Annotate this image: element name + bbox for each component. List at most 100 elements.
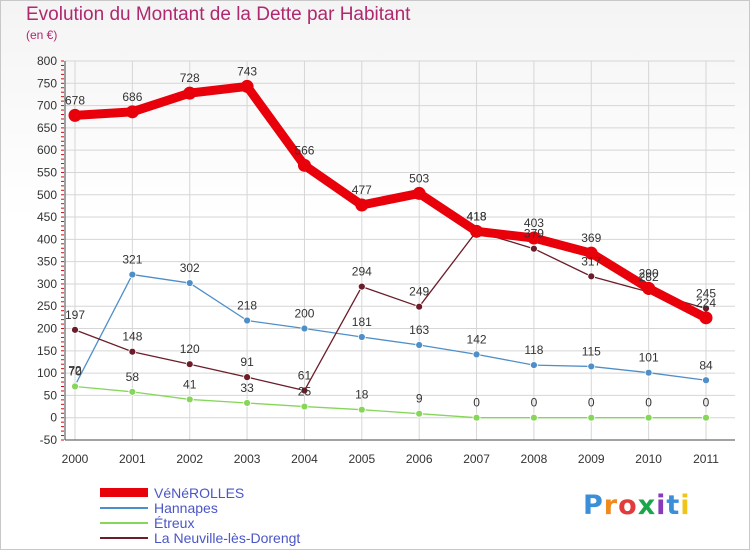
data-label: 403 <box>524 216 544 230</box>
data-label: 477 <box>352 183 372 197</box>
data-point <box>584 246 598 260</box>
x-tick-label: 2007 <box>463 452 490 466</box>
data-label: 249 <box>409 285 429 299</box>
logo-letter: x <box>637 490 657 521</box>
data-point <box>642 281 656 295</box>
data-point <box>128 387 137 396</box>
data-label: 197 <box>65 308 85 322</box>
data-point <box>699 311 713 325</box>
data-label: 290 <box>639 266 659 280</box>
data-point <box>357 282 366 291</box>
proxiti-logo: Proxiti <box>583 490 691 521</box>
y-tick-label: 250 <box>37 299 57 313</box>
series-line <box>74 385 707 419</box>
y-tick-label: 700 <box>37 99 57 113</box>
data-label: 321 <box>122 253 142 267</box>
data-point <box>415 341 424 349</box>
data-label: 9 <box>416 392 423 406</box>
y-tick-label: 600 <box>37 143 57 157</box>
logo-letter: t <box>666 490 681 521</box>
legend: VéNéROLLES Hannapes Étreux La Neuville-lès-… <box>100 485 300 546</box>
y-tick-label: 50 <box>44 388 58 402</box>
data-point <box>357 405 366 414</box>
logo-letter: i <box>680 490 691 521</box>
data-label: 41 <box>183 377 197 391</box>
y-tick-label: 400 <box>37 232 57 246</box>
data-point <box>68 108 82 122</box>
data-label: 120 <box>180 342 200 356</box>
data-label: 61 <box>298 369 312 383</box>
data-point <box>300 386 309 395</box>
data-label: 200 <box>294 307 314 321</box>
logo-letter: P <box>583 490 604 521</box>
data-point <box>185 395 194 404</box>
data-label: 369 <box>581 231 601 245</box>
x-tick-label: 2004 <box>291 452 318 466</box>
data-label: 58 <box>126 370 140 384</box>
series-line <box>74 273 707 387</box>
data-label: 418 <box>467 209 487 223</box>
data-label: 503 <box>409 171 429 185</box>
y-tick-label: 650 <box>37 121 57 135</box>
data-point <box>297 158 311 172</box>
data-point <box>300 324 309 333</box>
y-tick-label: 100 <box>37 366 57 380</box>
data-label: 142 <box>467 332 487 346</box>
data-point <box>527 231 541 245</box>
data-label: 282 <box>639 270 659 284</box>
data-point <box>644 413 653 422</box>
y-tick-label: -50 <box>40 433 58 447</box>
y-tick-label: 500 <box>37 188 57 202</box>
x-tick-label: 2000 <box>62 452 89 466</box>
y-tick-label: 300 <box>37 277 57 291</box>
data-point <box>412 186 426 200</box>
series-group <box>68 79 713 422</box>
x-tick-label: 2011 <box>693 452 719 466</box>
data-labels: 72 321 302 218 200 181 163 142 118 115 101 84 70 58 41… <box>65 64 716 409</box>
data-label: 101 <box>639 351 659 365</box>
data-label: 163 <box>409 323 429 337</box>
x-axis: 2000 2001 2002 2003 2004 2005 2006 2007 2008 2009… <box>62 439 735 466</box>
y-tick-label: 0 <box>50 411 57 425</box>
data-point <box>125 105 139 119</box>
data-point <box>185 360 194 369</box>
x-tick-label: 2001 <box>119 452 146 466</box>
legend-swatch <box>100 536 148 539</box>
y-tick-label: 200 <box>37 322 57 336</box>
grid <box>65 60 735 441</box>
data-label: 181 <box>352 315 372 329</box>
x-tick-label: 2005 <box>348 452 375 466</box>
data-point <box>472 413 481 422</box>
data-point <box>243 399 251 407</box>
series-line <box>70 81 711 323</box>
data-point <box>587 362 596 371</box>
data-point <box>71 382 79 391</box>
y-tick-label: 550 <box>37 165 57 179</box>
data-point <box>644 368 653 377</box>
data-label: 84 <box>699 358 713 372</box>
data-label: 0 <box>588 396 595 410</box>
data-label: 70 <box>68 364 82 378</box>
data-label: 743 <box>237 64 257 78</box>
x-tick-label: 2010 <box>635 452 662 466</box>
data-point <box>71 325 79 334</box>
x-tick-label: 2009 <box>578 452 605 466</box>
data-label: 317 <box>581 254 601 268</box>
data-label: 72 <box>68 364 82 378</box>
y-tick-label: 800 <box>37 54 57 68</box>
x-tick-label: 2003 <box>234 452 261 466</box>
data-point <box>587 272 596 281</box>
y-axis: -50 0 50 100 150 200 250 300 350 400 450 500 550 600 6… <box>37 54 66 447</box>
data-point <box>243 373 251 382</box>
y-tick-label: 750 <box>37 76 57 90</box>
legend-item: La Neuville-lès-Dorengt <box>100 530 300 546</box>
data-label: 245 <box>696 286 716 300</box>
legend-item: VéNéROLLES <box>100 485 300 501</box>
data-label: 0 <box>645 396 652 410</box>
data-point <box>355 198 369 212</box>
data-point <box>702 413 710 422</box>
data-label: 148 <box>122 330 142 344</box>
legend-item: Étreux <box>100 515 300 531</box>
data-label: 118 <box>524 343 543 357</box>
